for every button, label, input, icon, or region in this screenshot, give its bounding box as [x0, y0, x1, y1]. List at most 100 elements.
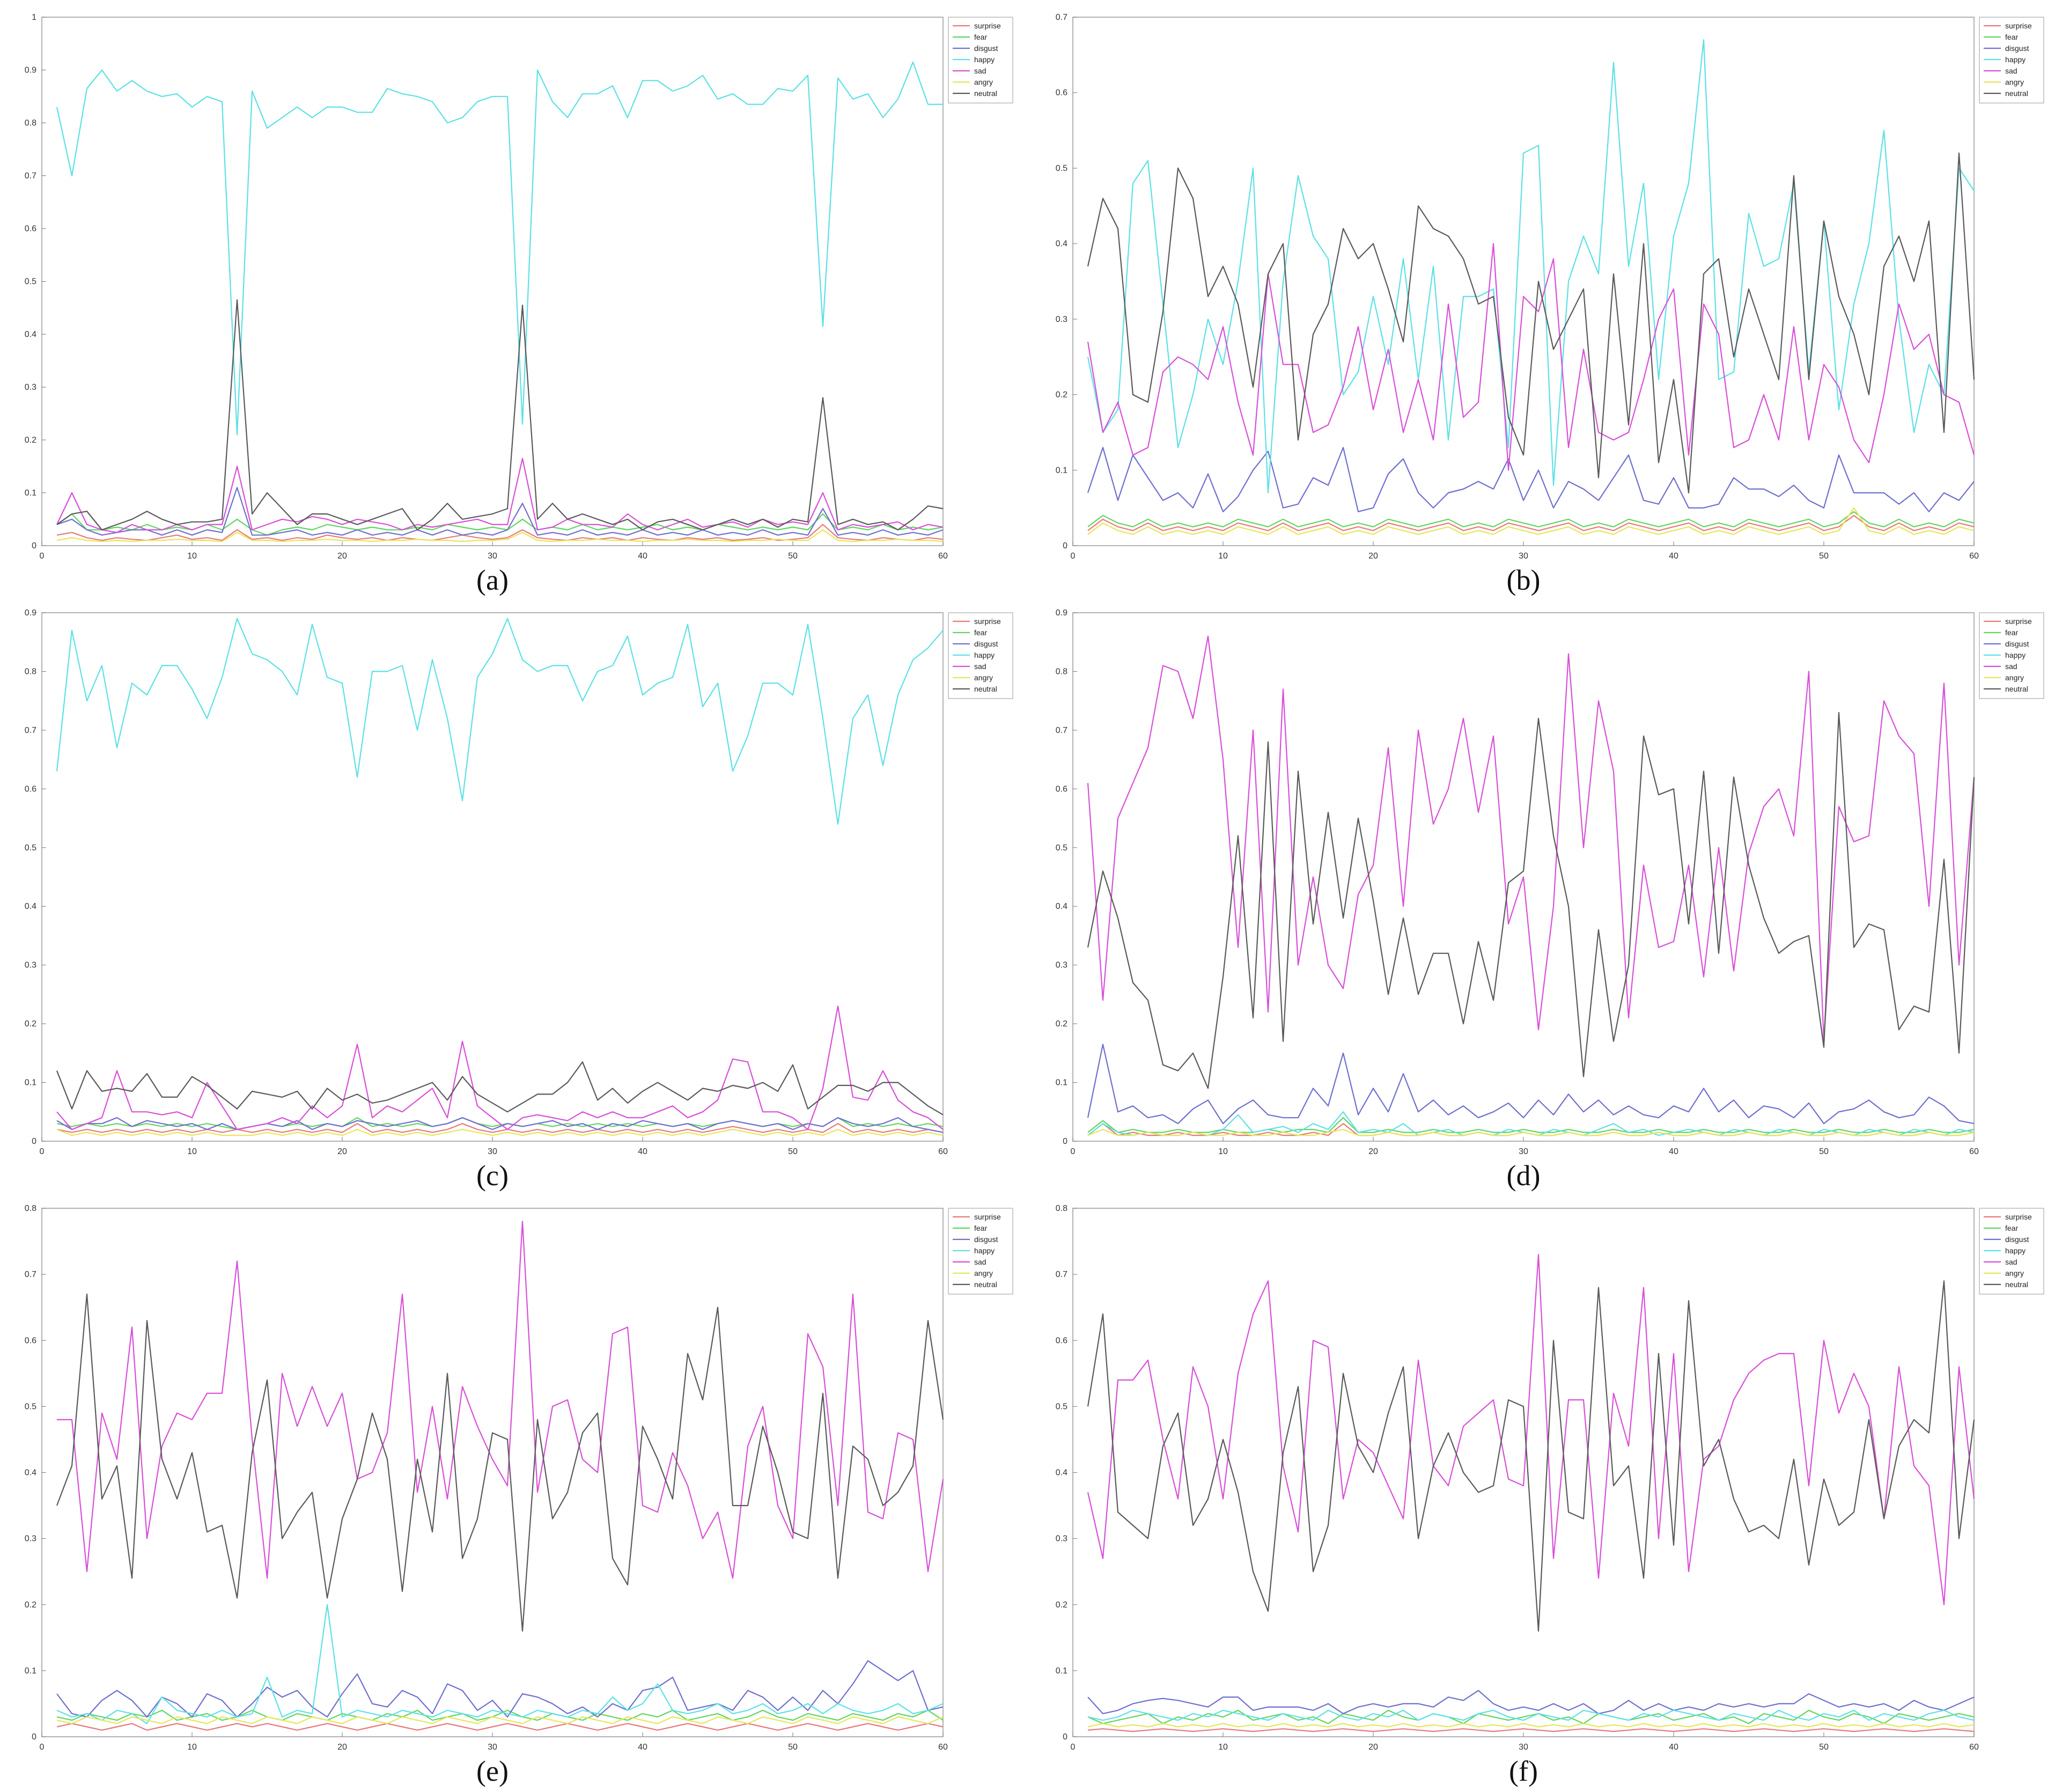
- y-tick-label: 0.7: [1056, 726, 1067, 735]
- series-line-happy: [1087, 1709, 1975, 1721]
- y-tick-label: 0.4: [1056, 239, 1067, 248]
- y-tick-label: 0.7: [25, 1270, 36, 1279]
- series-line-happy: [56, 618, 944, 825]
- chart-svg-b: 0 0.1 0.2 0.3 0.4 0.5 0.6 0.7 0 10 20 30 40 50 60 surpr…: [1056, 13, 2044, 561]
- legend-label-surprise: surprise: [974, 21, 1001, 30]
- series-line-neutral: [1087, 1280, 1975, 1632]
- y-tick-label: 0.3: [25, 1534, 36, 1544]
- y-tick-label: 0.3: [1056, 1534, 1067, 1544]
- series-line-angry: [1087, 507, 1975, 535]
- legend-label-disgust: disgust: [2005, 44, 2029, 53]
- series-line-angry: [1087, 1723, 1975, 1728]
- x-tick-label: 0: [1071, 552, 1076, 561]
- series-line-angry: [1087, 1128, 1975, 1136]
- x-tick-label: 0: [1071, 1743, 1076, 1752]
- series-line-sad: [1087, 1254, 1975, 1605]
- legend-label-fear: fear: [2005, 1224, 2018, 1232]
- plot-area: [41, 17, 944, 546]
- x-tick-label: 20: [1368, 552, 1378, 561]
- legend-label-angry: angry: [2005, 78, 2024, 86]
- legend-label-happy: happy: [974, 55, 995, 64]
- y-tick-label: 0.8: [25, 667, 36, 676]
- series-line-sad: [1087, 243, 1975, 471]
- y-tick-label: 0.2: [1056, 1600, 1067, 1610]
- x-tick-label: 20: [1368, 1743, 1378, 1752]
- chart-svg-c: 0 0.1 0.2 0.3 0.4 0.5 0.6 0.7 0.8 0.9 0 10 20 30 40 50 6…: [25, 608, 1013, 1156]
- x-tick-label: 60: [1969, 1147, 1979, 1156]
- series-line-sad: [57, 1221, 944, 1579]
- series-line-disgust: [56, 1660, 944, 1718]
- y-tick-label: 0.3: [25, 383, 36, 392]
- legend-label-happy: happy: [974, 651, 995, 659]
- x-tick-label: 50: [1819, 1743, 1829, 1752]
- legend-label-angry: angry: [974, 1269, 993, 1277]
- x-tick-label: 40: [1669, 552, 1678, 561]
- x-tick-label: 60: [938, 552, 948, 561]
- x-tick-label: 30: [1519, 1743, 1528, 1752]
- y-tick-label: 0: [1063, 1732, 1067, 1742]
- x-tick-label: 10: [187, 1147, 197, 1156]
- panel-caption-c: (c): [476, 1159, 509, 1192]
- x-tick-label: 60: [938, 1743, 948, 1752]
- legend-label-disgust: disgust: [974, 44, 998, 53]
- legend-label-fear: fear: [2005, 628, 2018, 637]
- x-tick-label: 30: [488, 1743, 497, 1752]
- chart-svg-d: 0 0.1 0.2 0.3 0.4 0.5 0.6 0.7 0.8 0.9 0 10 20 30 40 50 6…: [1056, 608, 2044, 1156]
- legend-label-disgust: disgust: [2005, 1235, 2029, 1244]
- x-tick-label: 10: [1218, 1743, 1228, 1752]
- series-line-fear: [1087, 511, 1975, 527]
- y-tick-label: 0.6: [25, 1336, 36, 1345]
- y-tick-label: 0.5: [1056, 164, 1067, 173]
- chart-panel-b: 0 0.1 0.2 0.3 0.4 0.5 0.6 0.7 0 10 20 30 40 50 60 surpr…: [1031, 0, 2062, 596]
- chart-panel-f: 0 0.1 0.2 0.3 0.4 0.5 0.6 0.7 0.8 0 10 20 30 40 50 60 su…: [1031, 1191, 2062, 1787]
- legend-label-fear: fear: [974, 1224, 987, 1232]
- series-line-neutral: [56, 1294, 944, 1632]
- x-tick-label: 20: [1368, 1147, 1378, 1156]
- chart-svg-f: 0 0.1 0.2 0.3 0.4 0.5 0.6 0.7 0.8 0 10 20 30 40 50 60 su…: [1056, 1204, 2044, 1752]
- y-tick-label: 0.2: [1056, 391, 1067, 400]
- y-tick-label: 0.3: [1056, 315, 1067, 324]
- x-tick-label: 50: [788, 1743, 798, 1752]
- panel-caption-e: (e): [476, 1755, 509, 1787]
- x-tick-label: 50: [788, 1147, 798, 1156]
- legend-label-angry: angry: [2005, 1269, 2024, 1277]
- series-line-neutral: [56, 1061, 944, 1115]
- y-tick-label: 0.5: [25, 277, 36, 287]
- series-line-neutral: [56, 299, 944, 531]
- y-tick-label: 0.1: [1056, 1666, 1067, 1676]
- x-tick-label: 10: [187, 1743, 197, 1752]
- y-tick-label: 0: [32, 1137, 36, 1146]
- legend-label-disgust: disgust: [974, 640, 998, 648]
- legend-label-surprise: surprise: [974, 617, 1001, 626]
- legend-label-surprise: surprise: [2005, 617, 2032, 626]
- chart-panel-a: 0 0.1 0.2 0.3 0.4 0.5 0.6 0.7 0.8 0.9 1 0 10 20 30 40 50…: [0, 0, 1031, 596]
- y-tick-label: 0.1: [25, 1078, 36, 1088]
- series-line-disgust: [56, 487, 944, 536]
- y-tick-label: 0.2: [25, 1019, 36, 1029]
- legend-label-sad: sad: [974, 67, 986, 75]
- y-tick-label: 0.6: [1056, 89, 1067, 98]
- panel-caption-d: (d): [1506, 1159, 1541, 1192]
- legend-label-happy: happy: [2005, 651, 2026, 659]
- y-tick-label: 0.1: [1056, 1078, 1067, 1088]
- legend-label-neutral: neutral: [2005, 1280, 2028, 1289]
- x-tick-label: 40: [638, 1147, 647, 1156]
- legend: surprise fear disgust happy sad angry neutral: [1979, 1208, 2044, 1295]
- legend-label-angry: angry: [974, 673, 993, 682]
- x-tick-label: 20: [337, 552, 347, 561]
- y-tick-label: 0.7: [25, 726, 36, 735]
- plot-area: [41, 1208, 944, 1737]
- plot-area: [1072, 17, 1975, 546]
- series-line-angry: [56, 1128, 944, 1136]
- legend: surprise fear disgust happy sad angry neutral: [1979, 612, 2044, 699]
- chart-panel-c: 0 0.1 0.2 0.3 0.4 0.5 0.6 0.7 0.8 0.9 0 10 20 30 40 50 6…: [0, 596, 1031, 1192]
- y-tick-label: 0.4: [25, 330, 36, 339]
- series-line-surprise: [56, 1723, 944, 1731]
- y-tick-label: 0.4: [1056, 1468, 1067, 1478]
- x-tick-label: 40: [638, 552, 647, 561]
- x-tick-label: 0: [40, 1147, 45, 1156]
- y-tick-label: 0.2: [25, 1600, 36, 1610]
- series-line-angry: [56, 529, 944, 542]
- y-tick-label: 0.1: [1056, 466, 1067, 475]
- x-tick-label: 60: [938, 1147, 948, 1156]
